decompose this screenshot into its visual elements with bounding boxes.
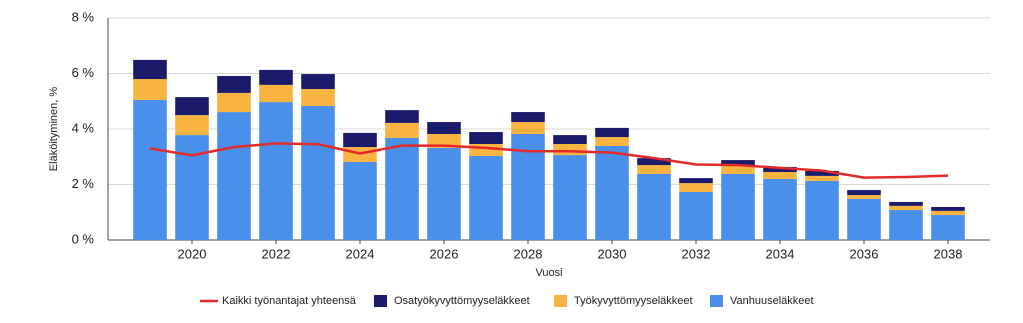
bar-segment (847, 190, 881, 196)
bar-segment (385, 122, 419, 138)
y-tick-label: 4 % (72, 120, 95, 135)
bar-segment (553, 135, 587, 144)
legend-label: Vanhuuseläkkeet (730, 295, 814, 307)
y-axis-title: Eläköityminen, % (48, 87, 60, 172)
x-tick-label: 2026 (430, 246, 459, 261)
y-tick-label: 0 % (72, 231, 95, 246)
bar-segment (805, 180, 839, 240)
bar-segment (931, 215, 965, 240)
bar-segment (133, 79, 167, 100)
bar-segment (847, 195, 881, 199)
legend-swatch (710, 295, 723, 307)
bar-segment (931, 210, 965, 216)
legend-label: Osatyökyvyttömyyseläkkeet (394, 295, 530, 307)
bar-segment (217, 92, 251, 113)
legend-swatch (374, 295, 387, 307)
bar-segment (217, 75, 251, 93)
bar-segment (301, 74, 335, 90)
bar-segment (595, 137, 629, 146)
x-axis-title: Vuosi (535, 267, 562, 279)
bar-segment (763, 172, 797, 179)
bar-segment (553, 143, 587, 156)
bar-segment (259, 102, 293, 241)
legend-label: Työkyvyttömyyseläkkeet (574, 295, 693, 307)
bar-segment (679, 191, 713, 240)
bar-segment (469, 132, 503, 144)
bar-segment (721, 165, 755, 174)
bar-segment (805, 175, 839, 181)
y-tick-label: 6 % (72, 65, 95, 80)
bar-segment (721, 173, 755, 240)
bar-segment (763, 167, 797, 173)
bar-segment (595, 127, 629, 138)
bar-segment (637, 165, 671, 174)
legend-label: Kaikki työnantajat yhteensä (222, 295, 357, 307)
bar-segment (469, 155, 503, 240)
x-tick-label: 2020 (178, 246, 207, 261)
bar-segment (217, 112, 251, 240)
bar-segment (175, 115, 209, 136)
bar-segment (133, 99, 167, 240)
x-tick-label: 2036 (850, 246, 879, 261)
bar-segment (259, 69, 293, 85)
bar-segment (637, 158, 671, 166)
y-tick-label: 8 % (72, 9, 95, 24)
legend-swatch (554, 295, 567, 307)
bar-segment (385, 110, 419, 123)
bar-segment (511, 112, 545, 123)
y-tick-label: 2 % (72, 176, 95, 191)
bar-segment (763, 178, 797, 240)
bar-segment (889, 205, 923, 211)
bar-segment (175, 97, 209, 116)
bar-segment (343, 132, 377, 148)
bar-segment (595, 145, 629, 240)
bar-segment (469, 143, 503, 156)
bar-segment (721, 160, 755, 166)
bar-segment (343, 162, 377, 240)
bar-segment (175, 135, 209, 240)
bar-segment (427, 147, 461, 240)
x-tick-label: 2024 (346, 246, 375, 261)
x-tick-label: 2032 (682, 246, 711, 261)
bar-segment (427, 122, 461, 134)
bar-segment (679, 178, 713, 184)
bar-segment (511, 122, 545, 134)
bar-segment (301, 89, 335, 106)
x-tick-label: 2038 (934, 246, 963, 261)
bar-segment (133, 59, 167, 80)
bar-segment (385, 137, 419, 240)
line-series (149, 142, 949, 179)
bar-segment (931, 206, 965, 211)
bar-segment (679, 183, 713, 192)
bar-segment (553, 155, 587, 240)
bar-segment (847, 198, 881, 240)
bar-segment (637, 173, 671, 240)
x-tick-label: 2030 (598, 246, 627, 261)
x-tick-label: 2028 (514, 246, 543, 261)
bar-segment (889, 201, 923, 206)
x-tick-label: 2034 (766, 246, 795, 261)
bar-segment (889, 210, 923, 240)
bar-segment (259, 84, 293, 103)
x-tick-label: 2022 (262, 246, 291, 261)
bar-segment (301, 105, 335, 240)
bar-segment (805, 170, 839, 176)
